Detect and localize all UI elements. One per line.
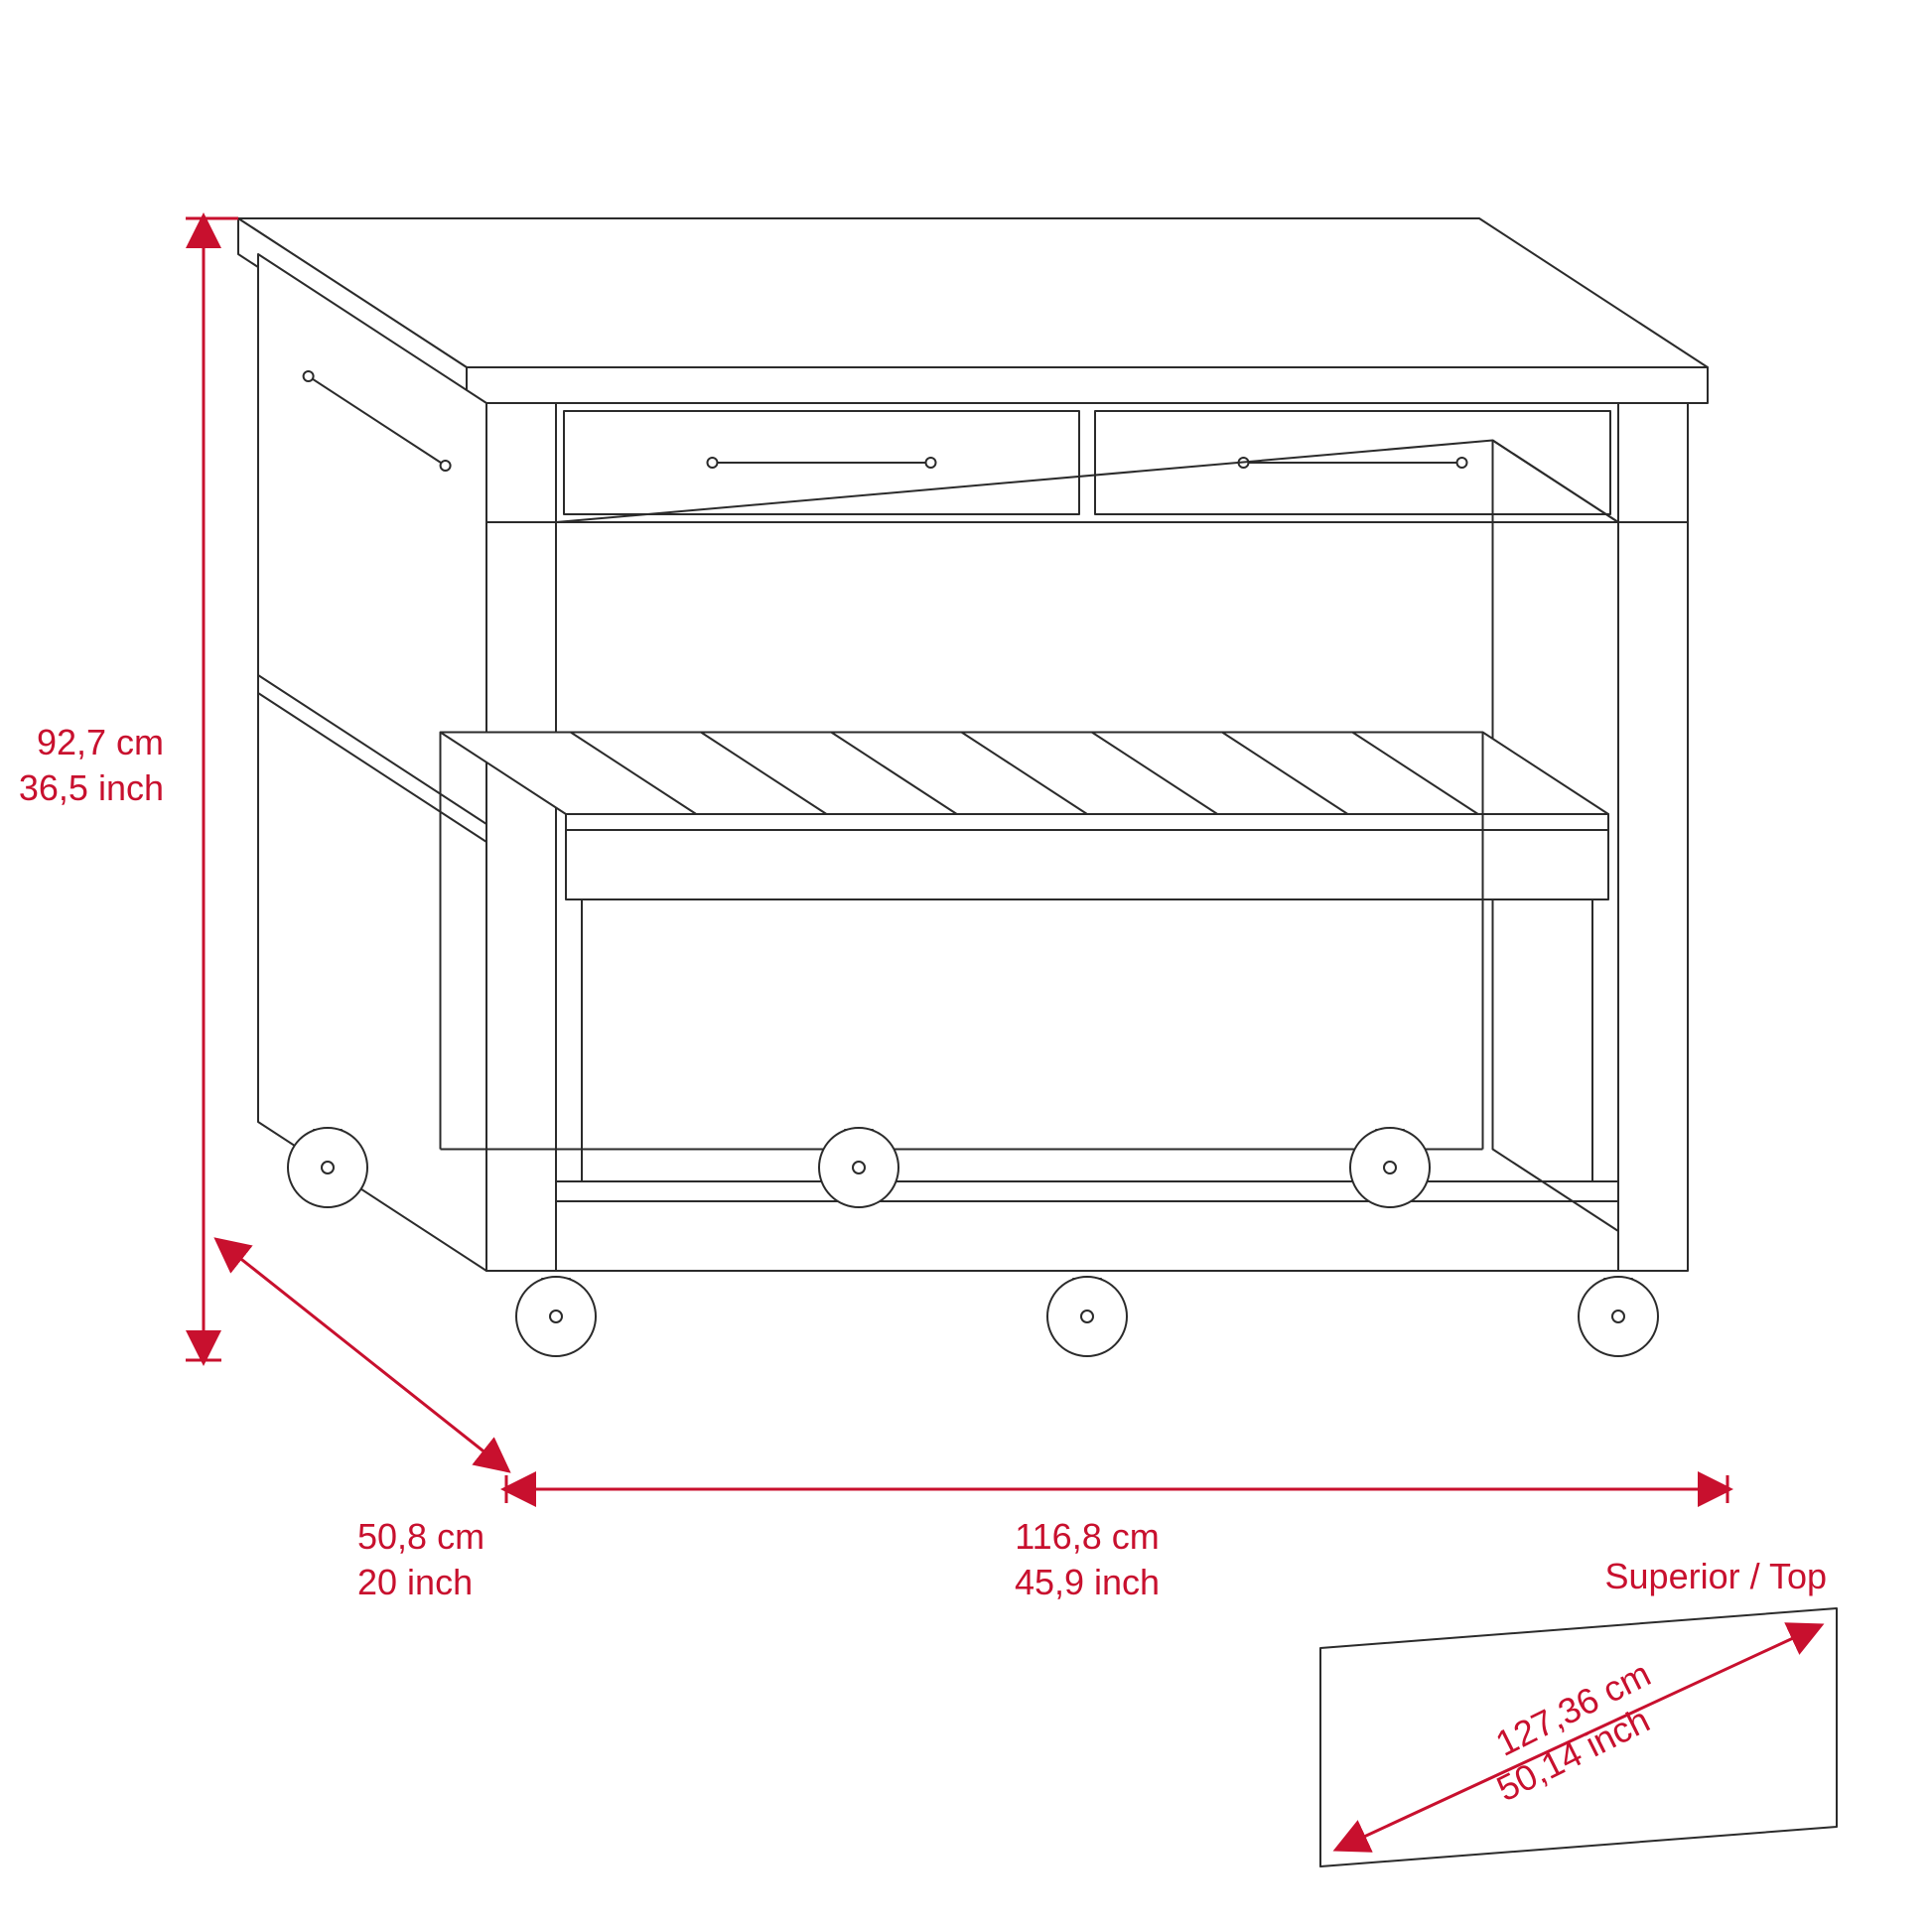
dim-width-inch: 45,9 inch [1015, 1562, 1160, 1602]
dim-height-cm: 92,7 cm [37, 722, 164, 762]
dim-depth-cm: 50,8 cm [357, 1516, 484, 1557]
dim-width-cm: 116,8 cm [1015, 1516, 1159, 1557]
dim-depth-inch: 20 inch [357, 1562, 473, 1602]
top-callout-label: Superior / Top [1605, 1556, 1827, 1596]
top-surface [238, 218, 1708, 367]
dimension-diagram: 92,7 cm 36,5 inch 50,8 cm 20 inch 116,8 cm 45… [0, 0, 1932, 1932]
left-side-panel [258, 254, 486, 1271]
dim-height-inch: 36,5 inch [19, 767, 164, 808]
